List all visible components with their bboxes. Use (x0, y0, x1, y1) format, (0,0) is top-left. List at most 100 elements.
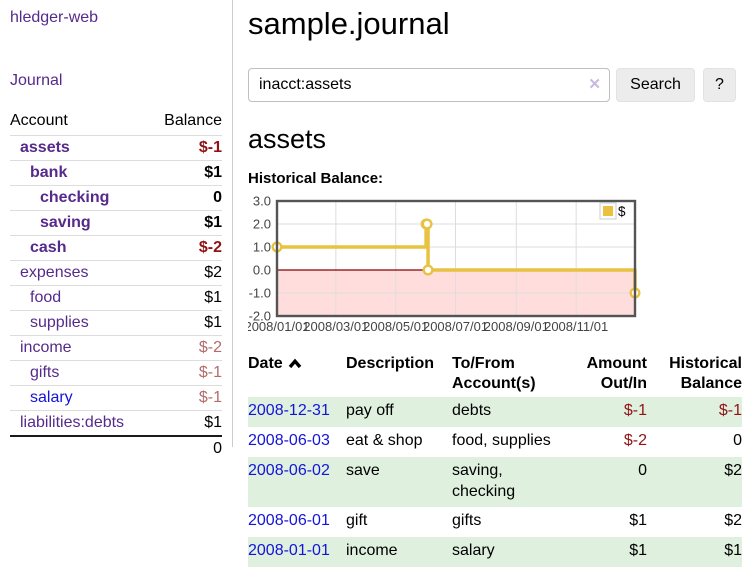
account-balance: 0 (150, 185, 222, 211)
account-balance: $1 (150, 210, 222, 236)
column-header-date[interactable]: Date (248, 352, 346, 398)
transaction-row: 2008-06-02 save saving, checking 0 $2 (248, 456, 742, 508)
account-link-gifts[interactable]: gifts (30, 364, 60, 381)
account-link-cash[interactable]: cash (30, 239, 67, 256)
transaction-date-link[interactable]: 2008-06-01 (248, 512, 330, 530)
account-row-assets: assets $-1 (10, 135, 222, 161)
chart-plot-border (275, 199, 637, 317)
x-axis-tick-label: 2008/05/01 (363, 319, 428, 334)
account-balance: $1 (150, 285, 222, 311)
search-input-wrap: ✕ (248, 67, 610, 102)
account-link-salary[interactable]: salary (30, 389, 73, 406)
search-input[interactable] (248, 67, 610, 102)
search-button[interactable]: Search (616, 67, 695, 102)
account-row-salary: salary $-1 (10, 385, 222, 411)
account-link-saving[interactable]: saving (40, 214, 91, 231)
account-balance: $1 (150, 160, 222, 186)
accounts-table: Account Balance assets $-1 bank $1 check… (10, 110, 222, 461)
transaction-date-link[interactable]: 2008-06-03 (248, 432, 330, 450)
transaction-description: pay off (346, 402, 394, 420)
account-link-assets[interactable]: assets (20, 139, 70, 156)
y-axis-tick-label: 2.0 (253, 216, 271, 231)
y-axis-tick-label: 1.0 (253, 239, 271, 254)
account-row-supplies: supplies $1 (10, 310, 222, 336)
account-row-cash: cash $-2 (10, 235, 222, 261)
account-link-expenses[interactable]: expenses (20, 264, 89, 281)
x-axis-tick-label: 2008/07/01 (423, 319, 488, 334)
account-row-checking: checking 0 (10, 185, 222, 211)
transaction-row: 2008-06-03 eat & shop food, supplies $-2… (248, 427, 742, 457)
clear-search-icon[interactable]: ✕ (588, 75, 601, 93)
accounts-header-account: Account (10, 112, 68, 129)
x-axis-tick-label: 2008/01/01 (248, 319, 310, 334)
help-button[interactable]: ? (703, 67, 736, 102)
account-link-checking[interactable]: checking (40, 189, 110, 206)
x-axis-tick-label: 2008/09/01 (484, 319, 549, 334)
transaction-row: 2008-01-01 income salary $1 $1 (248, 537, 742, 568)
transaction-amount: $1 (629, 512, 647, 530)
x-axis-tick-label: 2008/03/01 (303, 319, 368, 334)
accounts-total-row: 0 (10, 435, 222, 461)
transaction-description: gift (346, 512, 368, 530)
sidebar: hledger-web Journal Account Balance asse… (0, 0, 233, 461)
transaction-balance: 0 (733, 432, 742, 450)
account-link-liabilities-debts[interactable]: liabilities:debts (20, 414, 125, 431)
account-balance: $-2 (150, 335, 222, 361)
transaction-balance: $1 (724, 542, 742, 560)
historical-balance-chart: 3.0 2.0 1.0 0.0 -1.0 -2.0 2008/01/01 2008/03/01… (244, 192, 742, 342)
sort-ascending-icon (288, 358, 301, 368)
column-header-balance: Historical Balance (669, 354, 742, 393)
account-balance: $1 (150, 410, 222, 436)
page-title: sample.journal (248, 6, 450, 41)
transaction-accounts: debts (452, 402, 492, 420)
chart-title: Historical Balance: (248, 169, 384, 187)
x-axis-tick-label: 2008/11/01 (544, 319, 608, 334)
account-row-income: income $-2 (10, 335, 222, 361)
transaction-balance: $2 (724, 461, 742, 479)
transaction-accounts: salary (452, 542, 495, 560)
accounts-header-balance: Balance (164, 112, 222, 129)
search-form: ✕ Search ? (248, 67, 742, 102)
account-balance: $2 (150, 260, 222, 286)
column-header-account: To/From Account(s) (452, 354, 536, 393)
y-axis-tick-label: -1.0 (249, 285, 271, 300)
account-link-bank[interactable]: bank (30, 164, 68, 181)
column-header-amount: Amount Out/In (586, 354, 647, 393)
transaction-amount: $-1 (623, 402, 647, 420)
transaction-amount: 0 (638, 461, 647, 479)
account-balance: $-2 (150, 235, 222, 261)
column-header-description: Description (346, 354, 435, 372)
chart-data-marker (421, 218, 433, 230)
app-title-link[interactable]: hledger-web (10, 9, 99, 26)
transaction-date-link[interactable]: 2008-12-31 (248, 402, 330, 420)
date-header-label: Date (248, 354, 283, 372)
transaction-date-link[interactable]: 2008-06-02 (248, 461, 330, 479)
chart-data-marker (422, 264, 434, 276)
account-row-gifts: gifts $-1 (10, 360, 222, 386)
account-row-saving: saving $1 (10, 210, 222, 236)
y-axis-tick-label: -2.0 (249, 308, 271, 323)
account-balance: $-1 (150, 135, 222, 161)
accounts-total-value: 0 (150, 435, 222, 461)
sidebar-item-journal[interactable]: Journal (10, 72, 63, 89)
transaction-accounts: saving, checking (452, 461, 516, 500)
transaction-description: save (346, 461, 380, 479)
transaction-date-link[interactable]: 2008-01-01 (248, 542, 330, 560)
accounts-header-row: Account Balance (10, 110, 222, 136)
transactions-table: Date Description To/From Account(s) Amou… (248, 352, 742, 568)
account-row-food: food $1 (10, 285, 222, 311)
transaction-accounts: food, supplies (452, 432, 551, 450)
legend-swatch (603, 205, 613, 216)
transaction-balance: $-1 (718, 402, 742, 420)
transaction-description: eat & shop (346, 432, 423, 450)
account-link-food[interactable]: food (30, 289, 62, 306)
chart-svg: 3.0 2.0 1.0 0.0 -1.0 -2.02008/01/012008/03/01… (244, 193, 641, 334)
account-link-income[interactable]: income (20, 339, 72, 356)
transaction-balance: $2 (724, 512, 742, 530)
account-link-supplies[interactable]: supplies (30, 314, 89, 331)
account-row-expenses: expenses $2 (10, 260, 222, 286)
y-axis-tick-label: 0.0 (253, 262, 271, 277)
transaction-amount: $1 (629, 542, 647, 560)
account-balance: $-1 (150, 360, 222, 386)
y-axis-tick-label: 3.0 (253, 193, 271, 208)
